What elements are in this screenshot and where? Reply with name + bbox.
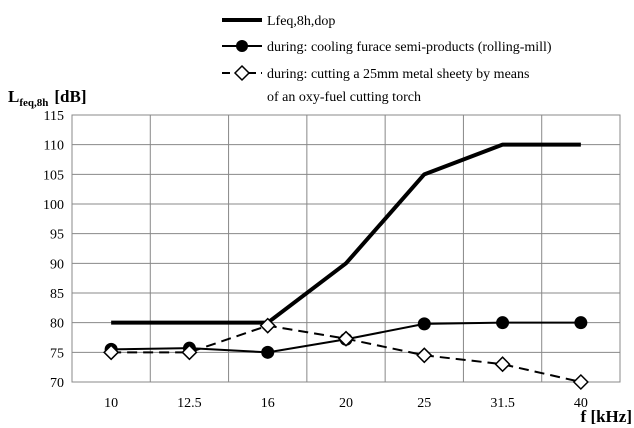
legend: Lfeq,8h,dop during: cooling furace semi-… — [222, 14, 552, 105]
x-tick-label: 25 — [417, 396, 431, 411]
x-tick-label: 31.5 — [490, 396, 515, 411]
legend-marker-2 — [236, 40, 248, 52]
y-tick-label: 100 — [43, 198, 64, 213]
y-tick-label: 105 — [43, 168, 64, 183]
x-tick-label: 12.5 — [177, 396, 202, 411]
y-tick-label: 115 — [44, 109, 64, 124]
series-3-point — [494, 356, 511, 373]
y-axis-label: Lfeq,8h [dB] — [8, 87, 87, 109]
x-axis-label: f [kHz] — [581, 407, 632, 426]
legend-label-2: during: cooling furace semi-products (ro… — [267, 40, 552, 55]
x-tick-labels: 10 12.5 16 20 25 31.5 40 — [104, 396, 588, 411]
y-tick-label: 70 — [50, 376, 64, 391]
x-tick-label: 40 — [574, 396, 588, 411]
y-tick-label: 85 — [50, 287, 64, 302]
y-tick-label: 110 — [44, 139, 64, 154]
y-tick-label: 95 — [50, 228, 64, 243]
series-3-point — [416, 347, 433, 364]
series-line-1 — [111, 142, 581, 325]
series-3-point — [103, 344, 120, 361]
series-3-point — [181, 344, 198, 361]
series-2-point — [417, 317, 431, 331]
y-axis-label-sub: feq,8h — [19, 97, 48, 109]
legend-label-3-line-2: of an oxy-fuel cutting torch — [267, 90, 421, 105]
legend-label-1: Lfeq,8h,dop — [267, 14, 335, 29]
x-tick-label: 10 — [104, 396, 118, 411]
series-group — [103, 142, 589, 391]
y-tick-labels: 70 75 80 85 90 95 100 105 110 115 — [43, 109, 64, 391]
series-3-point — [572, 373, 589, 391]
y-tick-label: 90 — [50, 257, 64, 272]
plot-area: 70 75 80 85 90 95 100 105 110 115 10 12.5 16 20 25 31.… — [43, 109, 621, 411]
x-tick-label: 20 — [339, 396, 353, 411]
legend-item-3: during: cutting a 25mm metal sheety by m… — [222, 64, 529, 105]
svg-text:Lfeq,8h[dB]: Lfeq,8h [dB] — [8, 87, 87, 109]
series-2-point — [574, 316, 588, 330]
y-axis-label-unit: [dB] — [54, 87, 86, 106]
series-2-point — [261, 345, 275, 359]
legend-label-3-line-1: during: cutting a 25mm metal sheety by m… — [267, 67, 529, 82]
y-tick-label: 75 — [50, 346, 64, 361]
y-axis-label-main: L — [8, 87, 19, 106]
legend-marker-3 — [233, 64, 251, 82]
y-tick-label: 80 — [50, 317, 64, 332]
legend-item-1: Lfeq,8h,dop — [222, 14, 335, 29]
series-3-point — [337, 330, 355, 347]
x-tick-label: 16 — [261, 396, 275, 411]
series-3-point — [259, 317, 276, 334]
legend-item-2: during: cooling furace semi-products (ro… — [222, 40, 552, 55]
series-2-point — [496, 316, 510, 330]
